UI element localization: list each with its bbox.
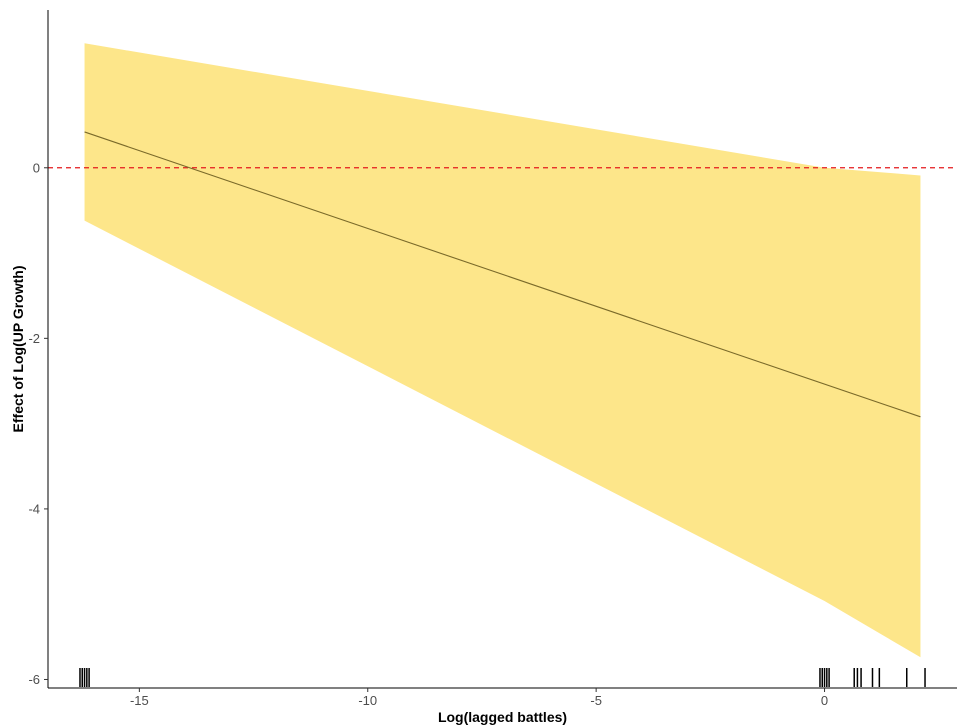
x-tick-label: -5 — [590, 693, 602, 708]
rug-layer — [79, 668, 926, 687]
axes-layer: -15 -10 -5 0 0 -2 -4 -6 — [28, 10, 957, 708]
y-tick-label: 0 — [33, 160, 40, 175]
confidence-band-layer — [84, 43, 921, 658]
x-axis-title: Log(lagged battles) — [438, 709, 567, 725]
y-tick-label: -4 — [28, 501, 40, 516]
x-tick-label: -15 — [130, 693, 149, 708]
y-axis-title: Effect of Log(UP Growth) — [10, 266, 26, 433]
x-tick-label: 0 — [821, 693, 828, 708]
estimate-line-0 — [84, 131, 921, 418]
x-tick-label: -10 — [358, 693, 377, 708]
y-tick-label: -2 — [28, 331, 40, 346]
estimate-line-layer — [84, 131, 921, 418]
y-tick-label: -6 — [28, 672, 40, 687]
confidence-band — [84, 43, 921, 658]
